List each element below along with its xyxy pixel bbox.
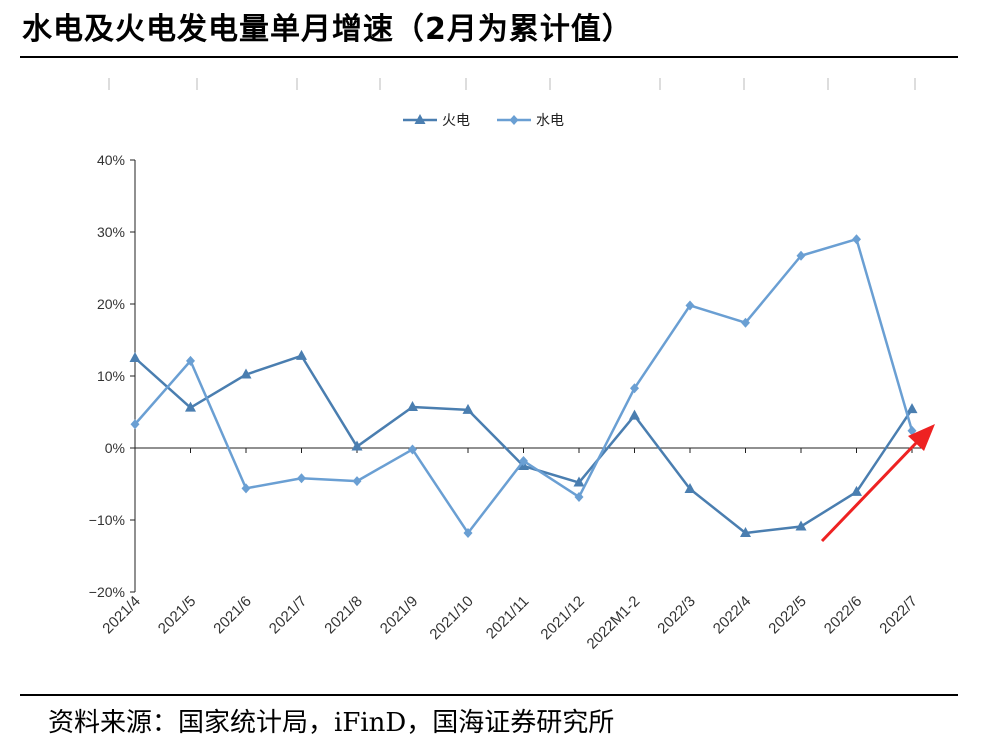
- legend: 火电 水电: [403, 113, 564, 129]
- data-point-fire: [240, 368, 252, 379]
- data-point-hydro: [408, 444, 417, 455]
- x-tick-label: 2021/12: [537, 593, 587, 643]
- x-tick-label: 2021/11: [483, 593, 533, 643]
- data-point-fire: [296, 349, 307, 360]
- title-rule: [20, 56, 958, 58]
- data-point-hydro: [186, 355, 195, 366]
- y-tick-label: 30%: [97, 224, 125, 240]
- x-tick-label: 2021/9: [377, 593, 421, 637]
- x-tick-label: 2022/6: [821, 593, 865, 637]
- x-tick-label: 2021/7: [266, 593, 310, 637]
- line-chart: −20%−10%0%10%20%30%40%2021/4 2021/5 2021/6…: [89, 78, 935, 653]
- data-point-hydro: [297, 473, 306, 484]
- source-note: 资料来源：国家统计局，iFinD，国海证券研究所: [48, 708, 615, 738]
- data-point-hydro: [130, 419, 140, 430]
- legend-label-fire: 火电: [442, 113, 470, 129]
- y-tick-label: 10%: [97, 368, 125, 384]
- data-point-hydro: [796, 250, 806, 261]
- series-line-fire: [134, 354, 914, 535]
- data-point-fire: [129, 352, 141, 362]
- data-point-hydro: [907, 425, 917, 436]
- legend-marker-fire: [414, 114, 426, 124]
- y-tick-label: 40%: [97, 152, 125, 168]
- data-point-hydro: [852, 234, 861, 245]
- data-point-fire: [351, 440, 363, 451]
- y-tick-label: 20%: [97, 296, 125, 312]
- x-tick-label: 2021/6: [210, 593, 254, 637]
- data-point-fire: [462, 403, 474, 414]
- data-point-fire: [795, 520, 807, 531]
- x-tick-label: 2022/4: [710, 593, 754, 637]
- y-tick-label: −20%: [89, 584, 125, 600]
- data-point-hydro: [685, 300, 695, 311]
- x-tick-label: 2022M1-2: [584, 593, 644, 653]
- data-point-fire: [684, 483, 696, 494]
- arrow-shaft: [820, 439, 920, 543]
- y-tick-label: 0%: [105, 440, 125, 456]
- legend-label-hydro: 水电: [536, 113, 564, 129]
- x-tick-label: 2021/8: [321, 593, 365, 637]
- chart-title: 水电及火电发电量单月增速（2月为累计值）: [22, 12, 633, 47]
- data-point-hydro: [352, 476, 362, 487]
- source-rule: [20, 694, 958, 696]
- data-point-fire: [851, 485, 862, 496]
- data-point-fire: [407, 400, 418, 411]
- data-point-hydro: [519, 455, 528, 466]
- data-point-hydro: [630, 383, 639, 394]
- data-point-fire: [629, 409, 640, 420]
- arrow-head: [908, 424, 935, 451]
- x-tick-label: 2022/5: [765, 593, 809, 637]
- x-tick-label: 2021/5: [155, 593, 199, 637]
- y-tick-label: −10%: [89, 512, 125, 528]
- data-point-fire: [740, 526, 751, 537]
- data-point-fire: [906, 403, 918, 414]
- x-tick-label: 2021/10: [426, 593, 476, 643]
- x-tick-label: 2022/7: [876, 593, 920, 637]
- annotation-arrow-icon: [820, 424, 935, 543]
- x-tick-label: 2022/3: [654, 593, 698, 637]
- data-point-hydro: [241, 483, 251, 494]
- legend-marker-hydro: [509, 115, 519, 125]
- data-point-fire: [185, 401, 196, 412]
- data-point-hydro: [463, 527, 473, 538]
- series-line-hydro: [134, 237, 914, 535]
- data-point-fire: [573, 476, 585, 487]
- data-point-hydro: [574, 491, 584, 502]
- data-point-hydro: [741, 317, 750, 328]
